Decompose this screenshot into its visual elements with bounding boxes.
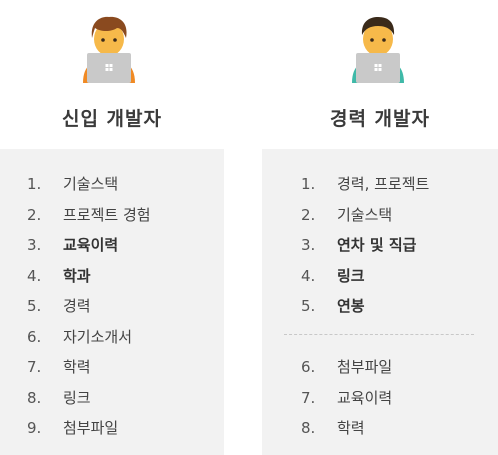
item-number: 4. xyxy=(301,266,316,285)
item-label: 자기소개서 xyxy=(63,327,133,346)
item-number: 5. xyxy=(27,297,42,315)
item-number: 4. xyxy=(27,266,42,285)
item-label: 경력 xyxy=(63,297,91,315)
item-label: 교육이력 xyxy=(63,236,119,254)
item-number: 6. xyxy=(301,358,316,376)
list-item: 1. 경력, 프로젝트 xyxy=(262,169,498,200)
list-item: 1. 기술스택 xyxy=(0,169,224,200)
junior-developer-with-laptop-icon xyxy=(83,16,135,83)
item-number: 6. xyxy=(27,327,42,346)
item-label: 교육이력 xyxy=(337,388,393,407)
list-item: 7. 학력 xyxy=(0,352,224,383)
item-number: 2. xyxy=(27,205,42,224)
list-item: 9. 첨부파일 xyxy=(0,413,224,444)
list-item: 3. 교육이력 xyxy=(0,230,224,261)
list-item: 6. 자기소개서 xyxy=(0,322,224,353)
list-item: 4. 학과 xyxy=(0,261,224,292)
list-item: 2. 기술스택 xyxy=(262,200,498,231)
junior-checklist: 1. 기술스택 2. 프로젝트 경험 3. 교육이력 4. 학과 5. 경력 6. 자기소개… xyxy=(0,169,224,444)
senior-checklist-panel: 1. 경력, 프로젝트 2. 기술스택 3. 연차 및 직급 4. 링크 5. 연봉 6.… xyxy=(262,149,498,455)
item-label: 학과 xyxy=(63,266,91,285)
junior-title: 신입 개발자 xyxy=(61,108,162,130)
list-item: 4. 링크 xyxy=(262,261,498,292)
item-label: 연차 및 직급 xyxy=(337,236,417,254)
item-label: 경력, 프로젝트 xyxy=(337,175,430,193)
item-number: 7. xyxy=(27,358,42,376)
item-label: 학력 xyxy=(63,358,91,376)
item-number: 8. xyxy=(27,388,42,407)
junior-checklist-panel: 1. 기술스택 2. 프로젝트 경험 3. 교육이력 4. 학과 5. 경력 6. 자기소개… xyxy=(0,149,224,455)
item-number: 7. xyxy=(301,388,316,407)
list-item: 8. 학력 xyxy=(262,413,498,444)
list-item: 5. 연봉 xyxy=(262,291,498,322)
senior-secondary-checklist: 6. 첨부파일 7. 교육이력 8. 학력 xyxy=(262,352,498,444)
item-number: 1. xyxy=(27,175,42,193)
item-label: 링크 xyxy=(337,266,365,285)
item-label: 기술스택 xyxy=(337,205,393,224)
item-number: 3. xyxy=(27,236,42,254)
senior-title: 경력 개발자 xyxy=(329,108,430,130)
item-label: 프로젝트 경험 xyxy=(63,205,151,224)
list-item: 8. 링크 xyxy=(0,383,224,414)
item-number: 5. xyxy=(301,297,316,315)
item-number: 3. xyxy=(301,236,316,254)
experienced-developer-with-laptop-icon xyxy=(352,17,404,83)
senior-primary-checklist: 1. 경력, 프로젝트 2. 기술스택 3. 연차 및 직급 4. 링크 5. 연봉 xyxy=(262,169,498,322)
item-label: 첨부파일 xyxy=(63,419,119,437)
list-item: 6. 첨부파일 xyxy=(262,352,498,383)
item-label: 연봉 xyxy=(337,297,365,315)
item-label: 첨부파일 xyxy=(337,358,393,376)
list-item: 5. 경력 xyxy=(0,291,224,322)
item-label: 기술스택 xyxy=(63,175,119,193)
item-number: 1. xyxy=(301,175,316,193)
item-number: 2. xyxy=(301,205,316,224)
list-item: 3. 연차 및 직급 xyxy=(262,230,498,261)
item-label: 학력 xyxy=(337,419,365,437)
section-divider xyxy=(284,334,474,335)
item-number: 9. xyxy=(27,419,42,437)
list-item: 2. 프로젝트 경험 xyxy=(0,200,224,231)
item-label: 링크 xyxy=(63,388,91,407)
list-item: 7. 교육이력 xyxy=(262,383,498,414)
item-number: 8. xyxy=(301,419,316,437)
